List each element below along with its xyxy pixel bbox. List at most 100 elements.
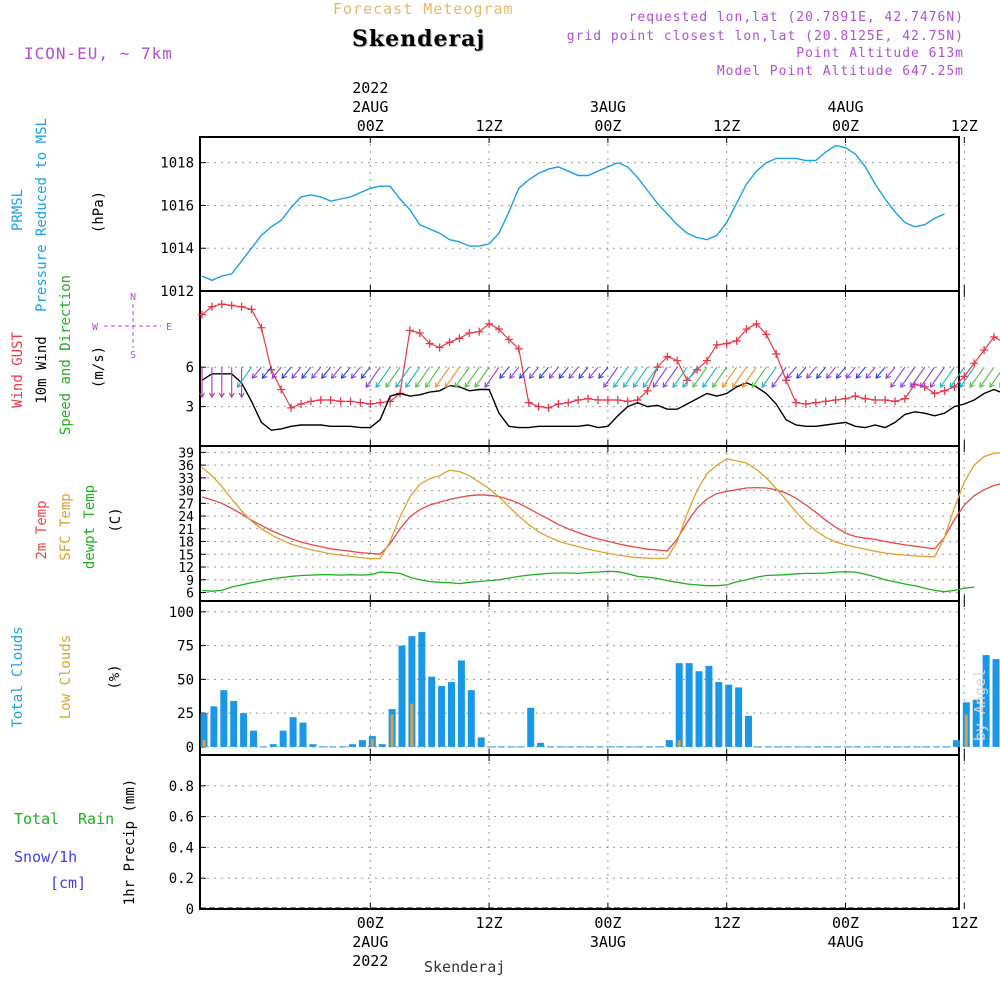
total-cloud-bar bbox=[457, 660, 465, 747]
wind-arrow bbox=[474, 366, 490, 388]
t2m-line bbox=[201, 483, 1000, 555]
wind-arrow-head bbox=[578, 373, 584, 380]
wind-arrow-head bbox=[261, 373, 268, 380]
total-cloud-bar bbox=[537, 742, 545, 747]
t2m-label: 2m Temp bbox=[34, 500, 50, 559]
wind-arrow bbox=[578, 366, 589, 379]
wind-arrow bbox=[484, 366, 500, 388]
wind-arrow bbox=[786, 366, 797, 379]
gust-point bbox=[871, 396, 880, 405]
wind-arrow-head bbox=[291, 373, 297, 380]
wind-arrow bbox=[930, 366, 945, 388]
gust-point bbox=[425, 339, 434, 348]
low-cloud-bar bbox=[410, 703, 414, 747]
time-label-bottom: 12Z bbox=[951, 914, 978, 932]
wind-arrow-head bbox=[771, 382, 777, 389]
total-cloud-bar bbox=[200, 713, 208, 747]
y-tick-label: 9 bbox=[186, 574, 194, 589]
time-label-top: 2AUG bbox=[352, 98, 388, 116]
wind-arrow-head bbox=[218, 392, 225, 399]
compass-w: W bbox=[92, 322, 99, 333]
wind-arrow-head bbox=[208, 392, 215, 399]
wind-arrow-head bbox=[375, 382, 381, 389]
wind-arrow bbox=[237, 366, 252, 388]
gust-point bbox=[237, 302, 246, 311]
wind-arrow-head bbox=[632, 382, 639, 389]
wind-arrow-head bbox=[751, 382, 758, 389]
gust-point bbox=[306, 397, 315, 406]
top-title: Forecast Meteogram bbox=[333, 0, 514, 18]
gust-line bbox=[201, 303, 1000, 409]
gust-point bbox=[900, 394, 909, 403]
total-cloud-bar bbox=[735, 687, 743, 747]
gust-point bbox=[356, 398, 365, 407]
gust-point bbox=[841, 394, 850, 403]
y-tick-label: 0.6 bbox=[169, 810, 194, 826]
y-tick-label: 6 bbox=[186, 360, 194, 376]
y-tick-label: 36 bbox=[178, 459, 194, 474]
gust-point bbox=[831, 396, 840, 405]
wind-arrow bbox=[865, 366, 876, 379]
gust-point bbox=[287, 403, 296, 412]
gust-point bbox=[980, 346, 989, 355]
gust-point bbox=[584, 394, 593, 403]
wind-arrow-head bbox=[568, 373, 575, 380]
wind-arrow-head bbox=[444, 382, 451, 389]
total-cloud-bar bbox=[695, 671, 703, 747]
low-cloud-bar bbox=[677, 740, 681, 747]
wind-arrow bbox=[682, 366, 698, 388]
wind-arrow bbox=[291, 366, 302, 379]
time-label-bottom: 00Z bbox=[357, 914, 384, 932]
wind-arrow-head bbox=[251, 373, 258, 380]
total-cloud-bar bbox=[309, 744, 317, 747]
wind-arrow-head bbox=[949, 382, 956, 389]
y-tick-label: 1016 bbox=[160, 198, 194, 214]
gust-point bbox=[861, 394, 870, 403]
grid-point-coords: grid point closest lon,lat (20.8125E, 42… bbox=[566, 29, 964, 44]
total-cloud-bar bbox=[665, 740, 673, 747]
panel-5: 0 0.2 0.4 0.6 0.8 bbox=[169, 754, 965, 918]
wind-arrow bbox=[529, 366, 540, 379]
gust-point bbox=[712, 340, 721, 349]
y-tick-label: 24 bbox=[178, 510, 194, 525]
wind-arrow bbox=[771, 366, 787, 388]
gust-point bbox=[960, 372, 969, 381]
gust-point bbox=[514, 344, 523, 353]
wind-arrow-head bbox=[969, 382, 975, 389]
total-cloud-bar bbox=[418, 632, 426, 747]
wind-arrow-head bbox=[548, 373, 555, 380]
watermark: by Angel bbox=[971, 669, 989, 741]
gust-point bbox=[722, 339, 731, 348]
wind-arrow bbox=[444, 366, 460, 388]
time-label-top: 00Z bbox=[357, 117, 384, 135]
wind-arrow-head bbox=[979, 382, 985, 389]
wind-arrow bbox=[350, 366, 361, 379]
gust-point bbox=[782, 376, 791, 385]
total-cloud-bar bbox=[982, 655, 990, 747]
wind-arrow bbox=[623, 366, 639, 388]
wind-arrow bbox=[920, 366, 936, 388]
wind-arrow-head bbox=[281, 373, 287, 380]
wind-arrow-head bbox=[662, 382, 668, 389]
wind-arrow bbox=[519, 366, 530, 379]
wind-arrow-head bbox=[702, 382, 708, 389]
wind-arrow-head bbox=[301, 373, 307, 380]
time-label-top: 00Z bbox=[832, 117, 859, 135]
wind-arrow-head bbox=[786, 373, 792, 380]
gust-point bbox=[455, 334, 464, 343]
wind-arrow bbox=[598, 366, 609, 379]
wind-arrow bbox=[885, 366, 896, 379]
wind-arrow-head bbox=[900, 382, 906, 389]
gust-point bbox=[524, 398, 533, 407]
wind-arrow-head bbox=[672, 382, 678, 389]
gust-point bbox=[475, 327, 484, 336]
wind-arrow bbox=[331, 366, 342, 379]
time-label-top: 12Z bbox=[951, 117, 978, 135]
y-tick-label: 0 bbox=[186, 902, 194, 918]
clouds-units: (%) bbox=[107, 664, 123, 689]
wind-arrow bbox=[261, 366, 272, 379]
temp-units: (C) bbox=[108, 507, 124, 532]
total-cloud-bar bbox=[438, 686, 446, 747]
